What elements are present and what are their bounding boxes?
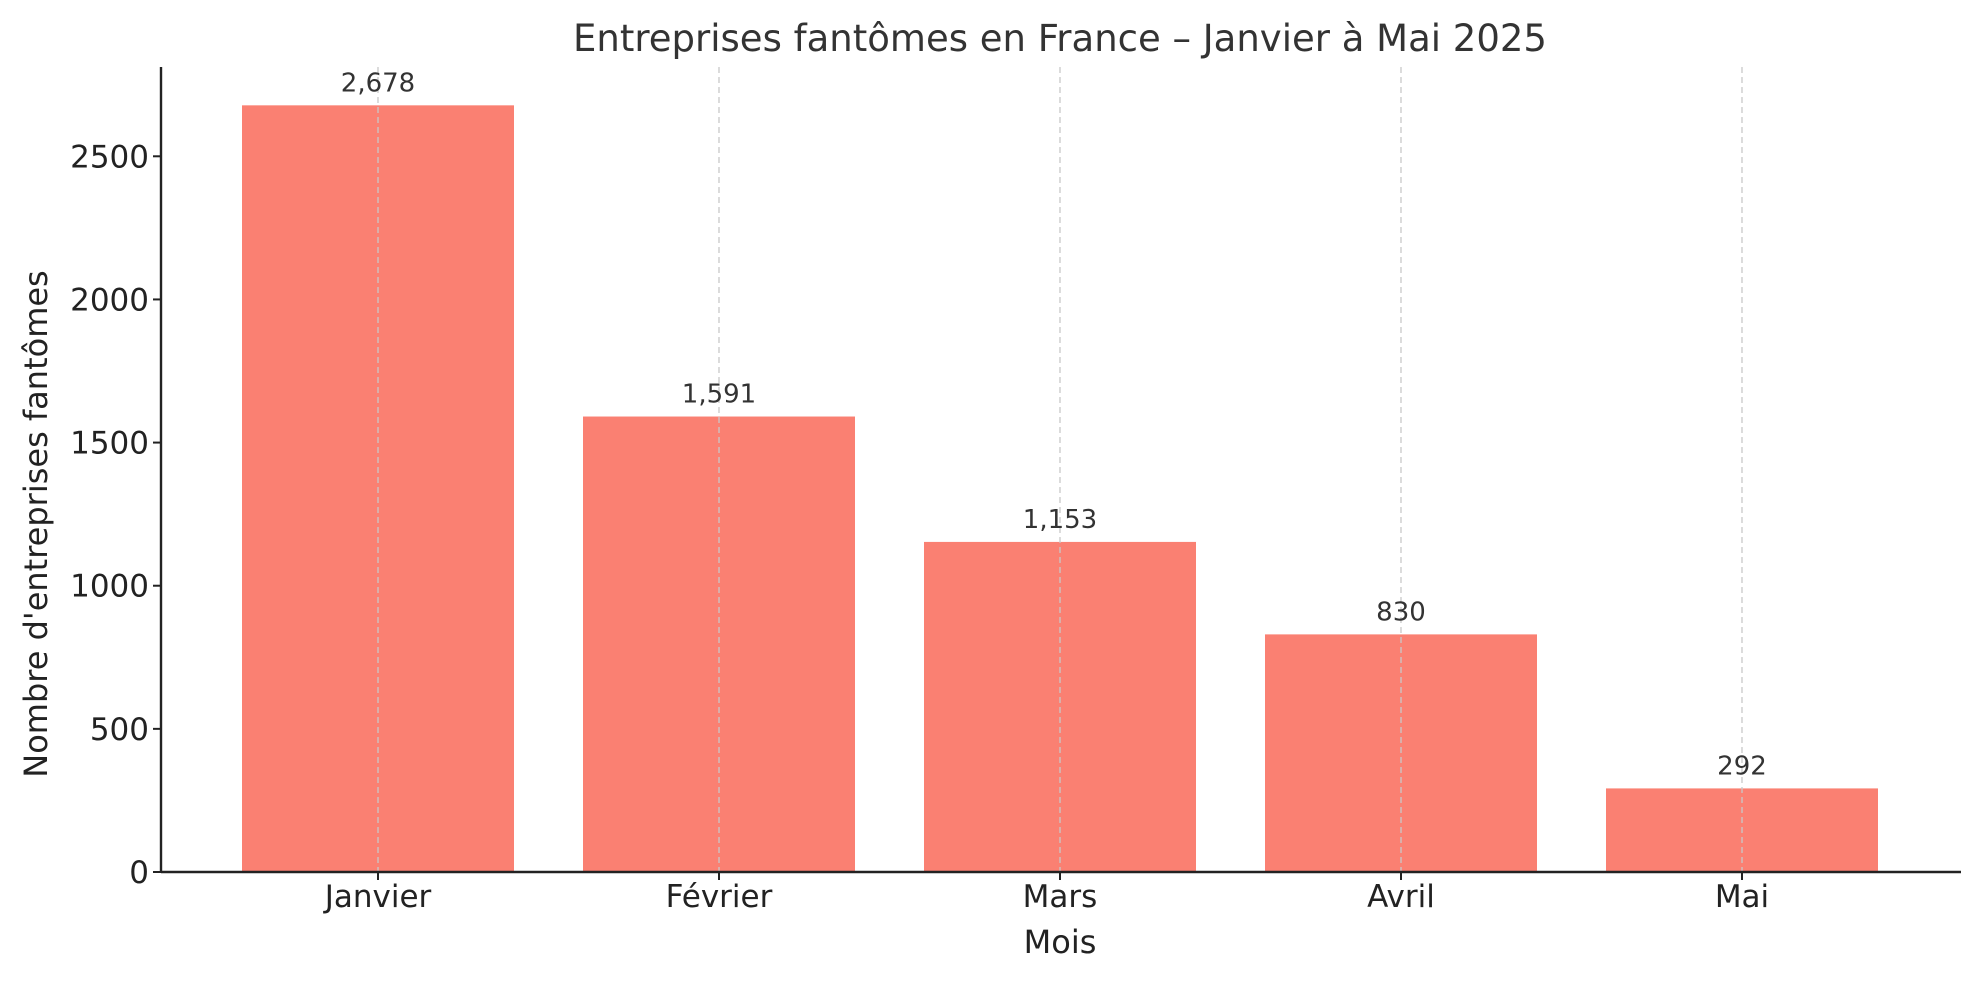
chart-title: Entreprises fantômes en France – Janvier… [573, 17, 1547, 60]
y-tick-label: 0 [129, 855, 149, 891]
data-label: 292 [1717, 751, 1767, 781]
y-tick-label: 1000 [70, 569, 149, 605]
y-tick-label: 1500 [70, 426, 149, 462]
y-axis-label: Nombre d'entreprises fantômes [17, 270, 55, 777]
grid-lines [377, 67, 1743, 872]
y-tick-label: 500 [90, 712, 149, 748]
x-tick-label: Avril [1367, 879, 1435, 915]
x-tick-label: Mai [1715, 879, 1769, 915]
bar-février [583, 416, 855, 872]
x-tick-label: Janvier [323, 879, 432, 915]
data-labels: 2,678 1,591 1,153 830 292 [341, 68, 1767, 781]
data-label: 830 [1376, 597, 1426, 627]
x-tick-label: Mars [1023, 879, 1098, 915]
data-label: 2,678 [341, 68, 415, 98]
y-axis-ticks: 0 500 1000 1500 2000 2500 [70, 139, 161, 891]
data-label: 1,153 [1023, 505, 1097, 535]
x-tick-label: Février [666, 879, 773, 915]
bar-mars [924, 541, 1196, 872]
data-label: 1,591 [682, 380, 756, 410]
y-tick-label: 2500 [70, 139, 149, 175]
y-tick-label: 2000 [70, 282, 149, 318]
x-axis-label: Mois [1024, 923, 1097, 961]
x-axis-ticks: Janvier Février Mars Avril Mai [323, 872, 1769, 915]
